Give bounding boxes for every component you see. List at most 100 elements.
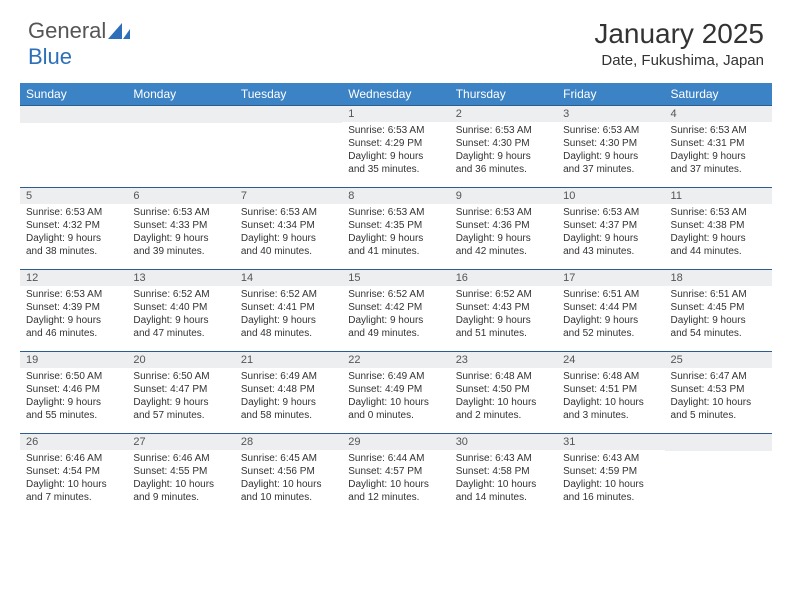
day-detail: Sunrise: 6:43 AMSunset: 4:59 PMDaylight:… (557, 450, 664, 508)
day-number-strip: 12 (20, 270, 127, 286)
calendar-day-cell: 7Sunrise: 6:53 AMSunset: 4:34 PMDaylight… (235, 188, 342, 270)
day-number-strip: 2 (450, 106, 557, 122)
calendar-day-cell: 16Sunrise: 6:52 AMSunset: 4:43 PMDayligh… (450, 270, 557, 352)
day-number-strip: 28 (235, 434, 342, 450)
calendar-week-row: 12Sunrise: 6:53 AMSunset: 4:39 PMDayligh… (20, 270, 772, 352)
day-number-strip: 30 (450, 434, 557, 450)
calendar-day-cell: 24Sunrise: 6:48 AMSunset: 4:51 PMDayligh… (557, 352, 664, 434)
day-detail: Sunrise: 6:47 AMSunset: 4:53 PMDaylight:… (665, 368, 772, 426)
page-title: January 2025 (594, 18, 764, 50)
calendar-week-row: 5Sunrise: 6:53 AMSunset: 4:32 PMDaylight… (20, 188, 772, 270)
day-number-strip: 24 (557, 352, 664, 368)
day-number-strip: 25 (665, 352, 772, 368)
day-detail: Sunrise: 6:48 AMSunset: 4:50 PMDaylight:… (450, 368, 557, 426)
calendar-day-cell: 21Sunrise: 6:49 AMSunset: 4:48 PMDayligh… (235, 352, 342, 434)
day-detail: Sunrise: 6:53 AMSunset: 4:37 PMDaylight:… (557, 204, 664, 262)
calendar-day-cell: 28Sunrise: 6:45 AMSunset: 4:56 PMDayligh… (235, 434, 342, 516)
day-number-strip: 21 (235, 352, 342, 368)
day-number-strip: 16 (450, 270, 557, 286)
calendar-week-row: 19Sunrise: 6:50 AMSunset: 4:46 PMDayligh… (20, 352, 772, 434)
calendar-day-cell: 15Sunrise: 6:52 AMSunset: 4:42 PMDayligh… (342, 270, 449, 352)
day-number-strip: 15 (342, 270, 449, 286)
day-number-strip (20, 106, 127, 123)
day-number-strip (127, 106, 234, 123)
day-number-strip: 7 (235, 188, 342, 204)
calendar-day-cell: 13Sunrise: 6:52 AMSunset: 4:40 PMDayligh… (127, 270, 234, 352)
day-number-strip: 14 (235, 270, 342, 286)
calendar-body: 1Sunrise: 6:53 AMSunset: 4:29 PMDaylight… (20, 106, 772, 516)
logo-blue-line: Blue (28, 44, 72, 70)
day-number-strip: 5 (20, 188, 127, 204)
day-number-strip: 22 (342, 352, 449, 368)
day-detail: Sunrise: 6:53 AMSunset: 4:29 PMDaylight:… (342, 122, 449, 180)
day-detail: Sunrise: 6:53 AMSunset: 4:38 PMDaylight:… (665, 204, 772, 262)
calendar-table: SundayMondayTuesdayWednesdayThursdayFrid… (20, 83, 772, 516)
day-detail: Sunrise: 6:53 AMSunset: 4:30 PMDaylight:… (557, 122, 664, 180)
day-number-strip: 31 (557, 434, 664, 450)
day-detail: Sunrise: 6:52 AMSunset: 4:42 PMDaylight:… (342, 286, 449, 344)
header-region: General January 2025 Date, Fukushima, Ja… (0, 0, 792, 75)
day-number-strip: 6 (127, 188, 234, 204)
calendar-day-cell: 4Sunrise: 6:53 AMSunset: 4:31 PMDaylight… (665, 106, 772, 188)
day-detail: Sunrise: 6:52 AMSunset: 4:43 PMDaylight:… (450, 286, 557, 344)
day-number-strip: 10 (557, 188, 664, 204)
day-number-strip: 11 (665, 188, 772, 204)
calendar-day-cell: 5Sunrise: 6:53 AMSunset: 4:32 PMDaylight… (20, 188, 127, 270)
logo: General (28, 18, 130, 44)
day-number-strip: 3 (557, 106, 664, 122)
logo-text-blue: Blue (28, 44, 72, 69)
calendar-day-cell: 26Sunrise: 6:46 AMSunset: 4:54 PMDayligh… (20, 434, 127, 516)
calendar-day-cell: 17Sunrise: 6:51 AMSunset: 4:44 PMDayligh… (557, 270, 664, 352)
day-number-strip: 4 (665, 106, 772, 122)
day-header: Monday (127, 83, 234, 106)
calendar-day-cell: 25Sunrise: 6:47 AMSunset: 4:53 PMDayligh… (665, 352, 772, 434)
day-number-strip: 29 (342, 434, 449, 450)
calendar-day-cell: 6Sunrise: 6:53 AMSunset: 4:33 PMDaylight… (127, 188, 234, 270)
day-header: Saturday (665, 83, 772, 106)
calendar-day-cell: 22Sunrise: 6:49 AMSunset: 4:49 PMDayligh… (342, 352, 449, 434)
day-number-strip: 23 (450, 352, 557, 368)
calendar-day-cell: 12Sunrise: 6:53 AMSunset: 4:39 PMDayligh… (20, 270, 127, 352)
day-number-strip: 19 (20, 352, 127, 368)
day-header: Tuesday (235, 83, 342, 106)
calendar-day-cell: 11Sunrise: 6:53 AMSunset: 4:38 PMDayligh… (665, 188, 772, 270)
day-detail: Sunrise: 6:53 AMSunset: 4:36 PMDaylight:… (450, 204, 557, 262)
calendar-day-cell: 10Sunrise: 6:53 AMSunset: 4:37 PMDayligh… (557, 188, 664, 270)
calendar-day-cell: 14Sunrise: 6:52 AMSunset: 4:41 PMDayligh… (235, 270, 342, 352)
day-number-strip: 27 (127, 434, 234, 450)
calendar-day-cell: 1Sunrise: 6:53 AMSunset: 4:29 PMDaylight… (342, 106, 449, 188)
day-detail: Sunrise: 6:52 AMSunset: 4:40 PMDaylight:… (127, 286, 234, 344)
day-number-strip (235, 106, 342, 123)
day-detail: Sunrise: 6:53 AMSunset: 4:34 PMDaylight:… (235, 204, 342, 262)
day-detail: Sunrise: 6:49 AMSunset: 4:48 PMDaylight:… (235, 368, 342, 426)
calendar-day-cell: 30Sunrise: 6:43 AMSunset: 4:58 PMDayligh… (450, 434, 557, 516)
day-detail: Sunrise: 6:51 AMSunset: 4:45 PMDaylight:… (665, 286, 772, 344)
day-detail: Sunrise: 6:49 AMSunset: 4:49 PMDaylight:… (342, 368, 449, 426)
day-header: Wednesday (342, 83, 449, 106)
day-header-row: SundayMondayTuesdayWednesdayThursdayFrid… (20, 83, 772, 106)
day-number-strip: 18 (665, 270, 772, 286)
calendar-day-cell: 29Sunrise: 6:44 AMSunset: 4:57 PMDayligh… (342, 434, 449, 516)
calendar-day-cell: 23Sunrise: 6:48 AMSunset: 4:50 PMDayligh… (450, 352, 557, 434)
day-detail: Sunrise: 6:48 AMSunset: 4:51 PMDaylight:… (557, 368, 664, 426)
day-detail: Sunrise: 6:50 AMSunset: 4:46 PMDaylight:… (20, 368, 127, 426)
day-detail: Sunrise: 6:46 AMSunset: 4:54 PMDaylight:… (20, 450, 127, 508)
calendar-week-row: 26Sunrise: 6:46 AMSunset: 4:54 PMDayligh… (20, 434, 772, 516)
calendar-day-cell: 9Sunrise: 6:53 AMSunset: 4:36 PMDaylight… (450, 188, 557, 270)
logo-text-general: General (28, 18, 106, 44)
day-number-strip: 13 (127, 270, 234, 286)
calendar-day-cell (20, 106, 127, 188)
day-header: Thursday (450, 83, 557, 106)
day-number-strip: 9 (450, 188, 557, 204)
calendar-day-cell: 3Sunrise: 6:53 AMSunset: 4:30 PMDaylight… (557, 106, 664, 188)
day-number-strip: 17 (557, 270, 664, 286)
calendar-day-cell: 31Sunrise: 6:43 AMSunset: 4:59 PMDayligh… (557, 434, 664, 516)
day-detail: Sunrise: 6:51 AMSunset: 4:44 PMDaylight:… (557, 286, 664, 344)
day-detail: Sunrise: 6:50 AMSunset: 4:47 PMDaylight:… (127, 368, 234, 426)
calendar-day-cell: 20Sunrise: 6:50 AMSunset: 4:47 PMDayligh… (127, 352, 234, 434)
day-number-strip: 1 (342, 106, 449, 122)
day-detail: Sunrise: 6:52 AMSunset: 4:41 PMDaylight:… (235, 286, 342, 344)
day-detail: Sunrise: 6:46 AMSunset: 4:55 PMDaylight:… (127, 450, 234, 508)
day-detail: Sunrise: 6:53 AMSunset: 4:32 PMDaylight:… (20, 204, 127, 262)
calendar-day-cell: 18Sunrise: 6:51 AMSunset: 4:45 PMDayligh… (665, 270, 772, 352)
